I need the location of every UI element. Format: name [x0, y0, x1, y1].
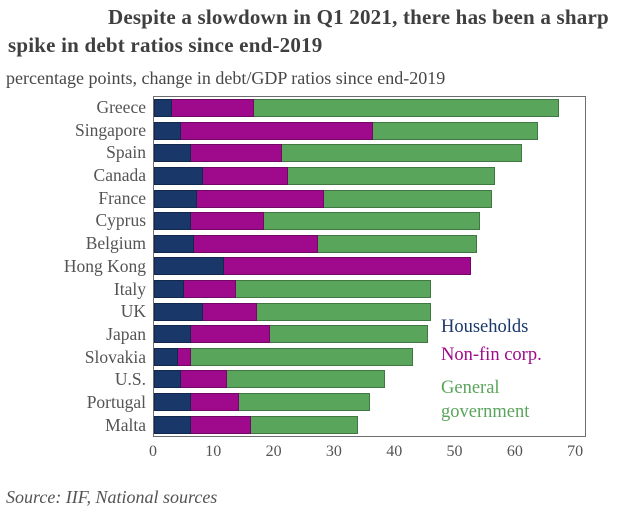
bar-row-singapore [154, 120, 585, 143]
bar-row-cyprus [154, 210, 585, 233]
chart-title: Despite a slowdown in Q1 2021, there has… [8, 5, 609, 57]
bar-segment-non-fin-corp [190, 393, 240, 412]
x-tick-30: 30 [325, 443, 342, 460]
plot-area [153, 96, 586, 437]
bar-row-u-s [154, 368, 585, 391]
bar-segment-non-fin-corp [190, 325, 270, 344]
bar-segment-non-fin-corp [190, 144, 282, 163]
bar-segment-non-fin-corp [190, 415, 252, 434]
legend-item-general-government: General government [441, 378, 530, 423]
bar-segment-households [154, 257, 224, 276]
bar-segment-households [154, 121, 182, 140]
bar-segment-non-fin-corp [184, 280, 237, 299]
bar-segment-non-fin-corp [196, 189, 325, 208]
bar-row-italy [154, 278, 585, 301]
bar-segment-households [154, 393, 191, 412]
category-label-canada: Canada [93, 165, 146, 186]
category-label-portugal: Portugal [86, 392, 146, 413]
legend-item-households: Households [441, 317, 529, 337]
bar-segment-households [154, 347, 179, 366]
category-label-france: France [98, 187, 146, 208]
bar-segment-households [154, 280, 185, 299]
bar-segment-households [154, 212, 191, 231]
legend-item-non-fin-corp: Non-fin corp. [441, 344, 542, 365]
bar-segment-general-government [324, 189, 492, 208]
bar-segment-non-fin-corp [172, 99, 255, 118]
chart-legend: Households Non-fin corp. General governmen… [441, 316, 581, 429]
x-axis-labels: 0 10 20 30 40 50 60 70 [149, 443, 584, 465]
bar-segment-households [154, 370, 182, 389]
bar-segment-general-government [373, 121, 538, 140]
bar-segment-households [154, 144, 191, 163]
bar-segment-households [154, 415, 191, 434]
bar-segment-general-government [318, 234, 477, 253]
chart-subtitle: percentage points, change in debt/GDP ra… [6, 68, 446, 88]
bar-segment-non-fin-corp [178, 347, 191, 366]
bar-row-spain [154, 142, 585, 165]
bar-segment-general-government [269, 325, 428, 344]
category-label-hong-kong: Hong Kong [63, 255, 146, 276]
bar-row-slovakia [154, 346, 585, 369]
bar-segment-households [154, 189, 197, 208]
bar-segment-general-government [257, 302, 431, 321]
bar-row-hong-kong [154, 255, 585, 278]
bar-row-canada [154, 165, 585, 188]
category-label-slovakia: Slovakia [84, 346, 146, 367]
x-tick-10: 10 [205, 443, 222, 460]
x-tick-20: 20 [265, 443, 282, 460]
bar-segment-non-fin-corp [193, 234, 319, 253]
bar-segment-general-government [251, 415, 358, 434]
bar-row-france [154, 187, 585, 210]
bar-segment-households [154, 234, 194, 253]
bar-segment-non-fin-corp [202, 167, 288, 186]
bar-row-malta [154, 413, 585, 436]
bar-segment-general-government [239, 393, 371, 412]
bar-segment-non-fin-corp [202, 302, 258, 321]
category-label-u-s: U.S. [114, 369, 146, 390]
bar-row-portugal [154, 391, 585, 414]
category-label-uk: UK [120, 301, 146, 322]
bar-segment-general-government [281, 144, 523, 163]
x-tick-40: 40 [386, 443, 403, 460]
y-axis-labels: Greece Singapore Spain Canada France Cyprus Be… [0, 96, 146, 437]
bar-segment-non-fin-corp [181, 370, 228, 389]
category-label-malta: Malta [105, 414, 146, 435]
bar-segment-general-government [236, 280, 431, 299]
bar-segment-households [154, 99, 173, 118]
category-label-greece: Greece [96, 96, 146, 117]
bar-row-japan [154, 323, 585, 346]
category-label-japan: Japan [106, 324, 146, 345]
bar-row-belgium [154, 233, 585, 256]
x-tick-0: 0 [149, 443, 157, 460]
x-tick-60: 60 [506, 443, 523, 460]
bar-segment-non-fin-corp [224, 257, 471, 276]
bar-row-uk [154, 300, 585, 323]
category-label-singapore: Singapore [75, 119, 146, 140]
bar-segment-households [154, 167, 203, 186]
x-tick-70: 70 [567, 443, 584, 460]
category-label-spain: Spain [106, 142, 146, 163]
bar-segment-non-fin-corp [181, 121, 374, 140]
bar-segment-general-government [190, 347, 413, 366]
bar-row-greece [154, 97, 585, 120]
category-label-italy: Italy [113, 278, 146, 299]
bar-segment-general-government [287, 167, 495, 186]
x-tick-50: 50 [446, 443, 463, 460]
bar-segment-households [154, 302, 203, 321]
bar-segment-households [154, 325, 191, 344]
source-note: Source: IIF, National sources [6, 487, 218, 507]
category-label-cyprus: Cyprus [95, 210, 146, 231]
bar-segment-non-fin-corp [190, 212, 264, 231]
category-label-belgium: Belgium [85, 233, 146, 254]
bar-segment-general-government [227, 370, 386, 389]
bar-segment-general-government [254, 99, 559, 118]
bar-segment-general-government [263, 212, 480, 231]
